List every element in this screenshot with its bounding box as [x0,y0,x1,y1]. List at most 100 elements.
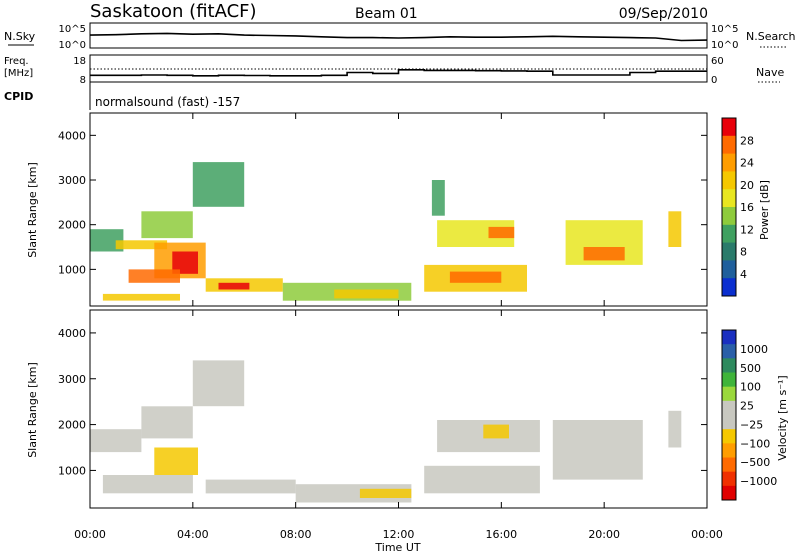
velocity-cbar-tick-0: 1000 [740,343,768,356]
velocity-ylabel: Slant Range [km] [26,362,39,458]
power-cbar-swatch-9 [722,278,736,297]
power-cbar-tick-5: 8 [740,246,747,259]
xtick-label-5: 20:00 [588,528,620,541]
cpid-label: CPID [4,90,33,103]
power-cbar-swatch-8 [722,260,736,279]
noise-right-tick-top: 10^5 [711,24,738,35]
velocity-y-ticks: 1000 2000 3000 4000 [58,327,707,477]
freq-left-tick-bottom: 8 [80,75,86,86]
power-cbar-label: Power [dB] [758,180,771,240]
velocity-cbar-swatch-1 [722,344,736,359]
noise-panel-frame [89,22,708,49]
power-cell-2 [141,211,193,239]
power-cbar-swatch-4 [722,189,736,208]
xtick-label-3: 12:00 [383,528,415,541]
nave-label: Nave [756,66,784,79]
x-axis-ticks: 00:00 04:00 08:00 12:00 16:00 20:00 00:00 [74,113,723,541]
xtick-label-2: 08:00 [280,528,312,541]
velocity-cbar-swatch-6 [722,415,736,430]
freq-trace [90,69,707,77]
power-cbar-tick-1: 24 [740,157,754,170]
velocity-cbar-tick-2: 100 [740,381,761,394]
power-ytick-label-3000: 3000 [58,174,86,187]
power-cbar-swatch-6 [722,224,736,244]
cpid-text: normalsound (fast) -157 [95,95,240,109]
power-cbar-frame [721,117,737,297]
power-ytick-label-1000: 1000 [58,263,86,276]
power-cbar-tick-3: 16 [740,201,754,214]
xtick-label-1: 04:00 [177,528,209,541]
nsky-trace [89,32,708,42]
xtick-label-6: 00:00 [691,528,723,541]
freq-line [90,69,707,77]
power-cell-7 [102,293,180,301]
power-cell-17 [583,247,625,261]
beam-title: Beam 01 [355,6,418,22]
power-colorbar: 28 24 20 16 12 8 4 [721,117,754,297]
velocity-cbar-tick-3: 25 [740,400,754,413]
power-cell-18 [668,211,682,247]
velocity-cell-8 [424,465,540,494]
velocity-cell-10 [483,424,509,439]
velocity-cell-2 [192,360,245,407]
power-ytick-label-4000: 4000 [58,129,86,142]
velocity-cbar-frame [721,329,737,501]
velocity-cbar-swatch-3 [722,372,736,388]
xtick-label-0: 00:00 [74,528,106,541]
velocity-heatmap [90,360,682,503]
velocity-ytick-label-3000: 3000 [58,373,86,386]
velocity-cell-3 [154,447,198,475]
velocity-cell-12 [668,410,682,448]
power-cell-11 [334,289,399,299]
noise-left-tick-bottom: 10^0 [59,40,86,51]
xtick-label-4: 16:00 [485,528,517,541]
nsky-line [89,32,708,42]
power-cbar-swatch-0 [722,118,736,137]
nsky-label: N.Sky [4,30,36,43]
velocity-cell-11 [552,420,643,480]
x-axis-label: Time UT [374,541,420,554]
power-cbar-tick-0: 28 [740,134,754,147]
nsearch-label: N.Search [746,30,796,43]
power-cbar-swatch-2 [722,153,736,172]
velocity-cell-5 [205,479,296,494]
power-cell-0 [90,229,124,252]
velocity-cell-0 [90,429,142,453]
power-cell-5 [128,269,180,283]
freq-right-tick-top: 60 [711,56,724,67]
freq-label-1: Freq. [4,56,29,67]
station-title: Saskatoon (fitACF) [90,1,257,22]
velocity-cbar-swatch-4 [722,386,736,402]
power-cell-6 [192,162,245,207]
power-cbar-swatch-5 [722,207,736,226]
velocity-cbar-tick-1: 500 [740,362,761,375]
freq-right-tick-bottom: 0 [711,75,717,86]
velocity-cbar-tick-4: −25 [740,418,763,431]
power-cell-4 [172,251,198,274]
velocity-colorbar: 1000 500 100 25 −25 −100 −500 −1000 [721,329,777,501]
power-cbar-tick-6: 4 [740,268,747,281]
velocity-cbar-tick-7: −1000 [740,475,777,488]
velocity-cbar-swatch-9 [722,457,736,473]
velocity-cbar-swatch-8 [722,443,736,458]
velocity-cbar-tick-6: −500 [740,456,770,469]
power-heatmap [90,162,682,301]
velocity-cbar-swatch-10 [722,471,736,487]
power-cbar-swatch-3 [722,171,736,190]
power-cell-19 [431,180,445,216]
velocity-cbar-swatch-0 [722,330,736,345]
power-cell-1 [115,240,168,250]
velocity-cell-1 [141,406,193,439]
noise-left-tick-top: 10^5 [59,24,86,35]
freq-label-2: [MHz] [4,68,33,79]
power-ylabel: Slant Range [km] [26,162,39,258]
date-title: 09/Sep/2010 [619,6,708,22]
velocity-ytick-label-4000: 4000 [58,327,86,340]
velocity-cbar-tick-5: −100 [740,437,770,450]
velocity-cbar-swatch-7 [722,429,736,444]
power-cbar-swatch-7 [722,242,736,261]
velocity-cell-4 [102,475,193,494]
power-cell-13 [449,271,502,283]
freq-left-tick-top: 18 [73,56,86,67]
